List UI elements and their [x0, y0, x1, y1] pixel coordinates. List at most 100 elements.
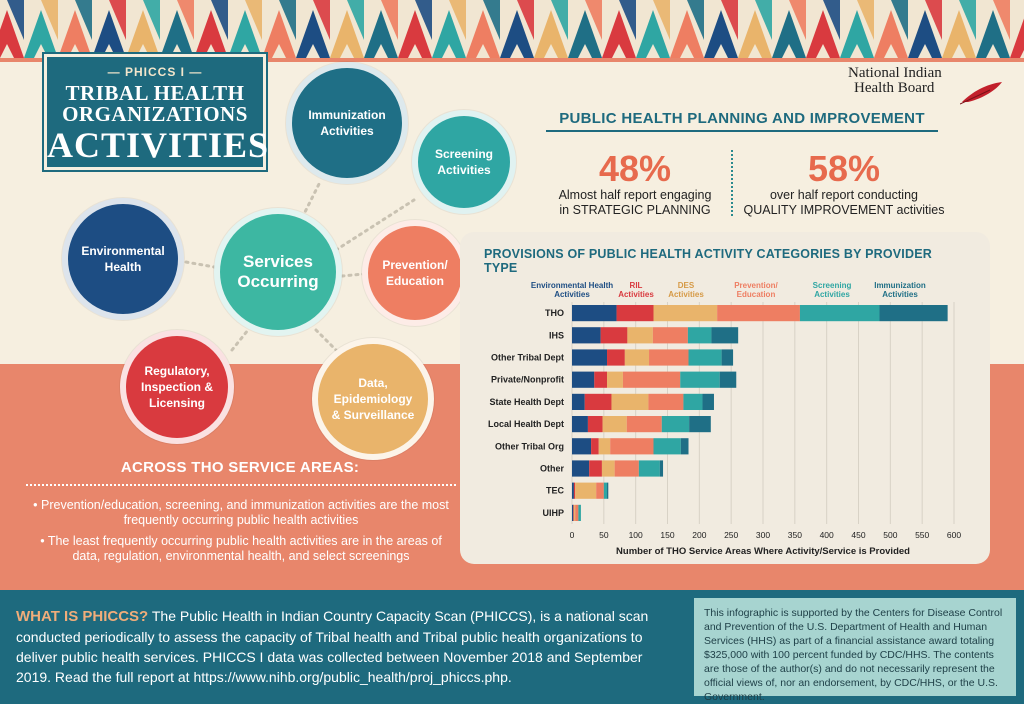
banner-triangle [194, 10, 228, 58]
bar-segment [572, 460, 590, 477]
x-tick-label: 150 [660, 530, 674, 540]
bar-segment [659, 460, 664, 477]
banner-triangle-inner [884, 44, 898, 58]
strategic-planning-stat: 48% Almost half report engaging in STRAT… [540, 150, 730, 218]
banner-triangle-top [891, 0, 908, 40]
banner-triangle [500, 10, 534, 58]
banner-triangle-top [143, 0, 160, 40]
banner-triangle-inner [714, 44, 728, 58]
banner-triangle [296, 10, 330, 58]
banner-triangle-top [857, 0, 874, 40]
banner-triangle [670, 10, 704, 58]
screening-label: Screening Activities [434, 146, 494, 177]
nihb-logo: National Indian Health Board [838, 66, 1008, 106]
bar-segment [607, 371, 623, 388]
bar-segment [594, 371, 608, 388]
bar-segment [573, 482, 576, 499]
banner-triangle-top [517, 0, 534, 40]
bar-segment [601, 460, 615, 477]
banner-triangle [636, 10, 670, 58]
bar-segment [683, 393, 703, 410]
banner-triangle [364, 10, 398, 58]
banner-triangle-top [585, 0, 602, 40]
bar-segment [584, 393, 612, 410]
banner-triangle [398, 10, 432, 58]
banner-triangle-inner [782, 44, 796, 58]
banner-triangle [432, 10, 466, 58]
bar-segment [652, 327, 688, 344]
banner-triangle-top [721, 0, 738, 40]
bar-segment [598, 438, 611, 455]
banner-triangle-inner [850, 44, 864, 58]
banner-triangle-inner [986, 44, 1000, 58]
banner-triangle-inner [374, 44, 388, 58]
legend-label: Activities [668, 290, 704, 299]
legend-label: RIL [630, 281, 643, 290]
findings-list: • Prevention/education, screening, and i… [26, 498, 456, 570]
title-line-2: ORGANIZATIONS [62, 102, 248, 126]
banner-triangle-inner [578, 44, 592, 58]
legend-label: Screening [813, 281, 852, 290]
banner-triangle-top [177, 0, 194, 40]
banner-triangle-top [449, 0, 466, 40]
banner-triangle [58, 10, 92, 58]
banner-triangle-top [313, 0, 330, 40]
environmental-label: Environmental Health [81, 243, 165, 274]
banner-triangle-inner [952, 44, 966, 58]
bar-segment [591, 438, 599, 455]
bar-segment [572, 349, 608, 366]
banner-triangle [1010, 18, 1024, 58]
category-label: Private/Nonprofit [491, 375, 564, 385]
banner-triangle-top [619, 0, 636, 40]
bar-segment [572, 482, 574, 499]
bar-segment [607, 349, 625, 366]
environmental-circle: Environmental Health [62, 198, 184, 320]
legend-label: Prevention/ [734, 281, 778, 290]
x-tick-label: 50 [599, 530, 609, 540]
banner-triangle-top [959, 0, 976, 40]
bar-segment [614, 460, 639, 477]
banner-triangle [160, 10, 194, 58]
category-label: UIHP [542, 508, 564, 518]
x-tick-label: 200 [692, 530, 706, 540]
bar-segment [572, 504, 574, 521]
org-name-line-2: Health Board [854, 80, 935, 96]
bar-segment [688, 349, 722, 366]
title-line-1: TRIBAL HEALTH [65, 81, 245, 105]
title-line-3: ACTIVITIES [47, 125, 270, 165]
prevention-circle: Prevention/ Education [362, 220, 468, 326]
prevention-label: Prevention/ Education [382, 257, 448, 288]
bar-segment [596, 482, 604, 499]
bar-segment [721, 349, 734, 366]
bar-segment [624, 349, 650, 366]
banner-triangle [704, 10, 738, 58]
bar-segment [616, 305, 654, 322]
title-kicker: — PHICCS I — [107, 65, 203, 79]
x-tick-label: 350 [788, 530, 802, 540]
bar-segment [717, 305, 800, 322]
category-label: TEC [546, 486, 565, 496]
banner-triangle-top [755, 0, 772, 40]
banner-triangle-top [7, 0, 24, 40]
bar-segment [607, 482, 609, 499]
stat1-line1: Almost half report engaging [558, 188, 712, 202]
immunization-circle: Immunization Activities [286, 62, 408, 184]
legend-label: Immunization [874, 281, 926, 290]
banner-triangle-inner [646, 44, 660, 58]
x-tick-label: 600 [947, 530, 961, 540]
banner-triangle-top [245, 0, 262, 40]
banner-triangle-inner [272, 44, 286, 58]
category-label: Other Tribal Org [495, 441, 564, 451]
legend-label: Environmental Health [531, 281, 613, 290]
bar-segment [687, 327, 712, 344]
regulatory-label: Regulatory, Inspection & Licensing [140, 363, 213, 411]
x-axis-label: Number of THO Service Areas Where Activi… [616, 546, 910, 557]
screening-circle: Screening Activities [412, 110, 516, 214]
org-name-line-1: National Indian [848, 65, 942, 81]
bar-segment [573, 504, 574, 521]
banner-triangle-inner [612, 44, 626, 58]
banner-triangle-top [823, 0, 840, 40]
